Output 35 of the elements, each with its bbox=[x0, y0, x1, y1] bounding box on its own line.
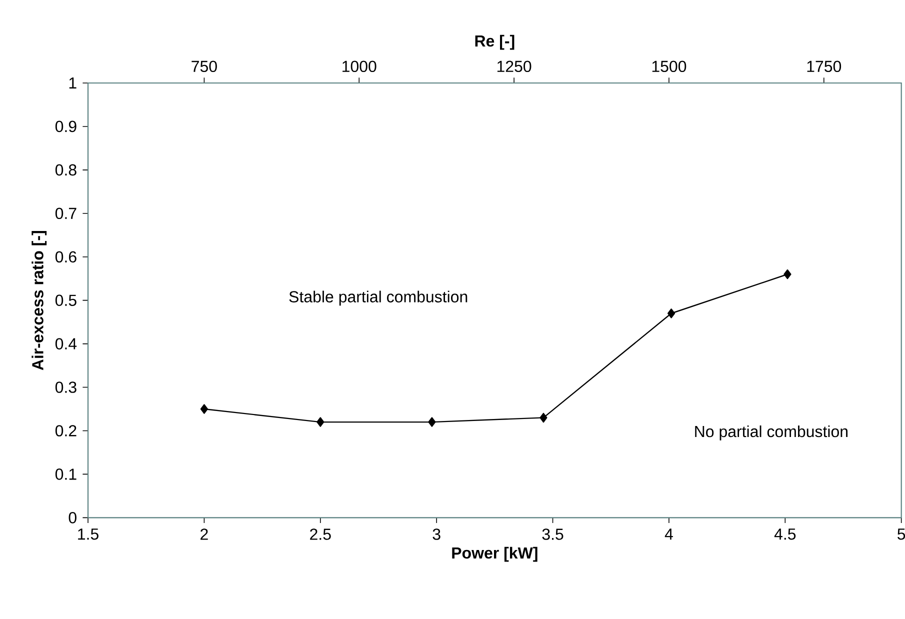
y-tick-label: 0.5 bbox=[55, 294, 76, 306]
x-tick-label: 5 bbox=[898, 528, 905, 540]
x-tick-label: 3 bbox=[432, 528, 440, 540]
x2-tick-label: 1500 bbox=[652, 60, 686, 72]
x-tick-label: 3.5 bbox=[542, 528, 564, 540]
annotation: No partial combustion bbox=[695, 425, 848, 440]
y-tick-label: 0.4 bbox=[55, 338, 77, 350]
x-tick-label: 4.5 bbox=[774, 528, 796, 540]
annotation: Stable partial combustion bbox=[289, 290, 468, 306]
point bbox=[428, 417, 436, 427]
y-tick-label: 0 bbox=[68, 512, 76, 524]
x2-tick-label: 1250 bbox=[497, 60, 532, 72]
point bbox=[540, 412, 548, 423]
x-tick-label: 4 bbox=[664, 528, 673, 540]
point bbox=[200, 404, 208, 414]
y-tick-label: 0.9 bbox=[55, 120, 76, 132]
point bbox=[667, 308, 676, 318]
x-tick-label: 1.5 bbox=[78, 528, 98, 540]
y-tick-label: 0.6 bbox=[55, 251, 76, 263]
y-tick-label: 0.3 bbox=[55, 382, 76, 393]
y-tick-label: 0.8 bbox=[55, 164, 76, 176]
x2-axis-title: Re [-] bbox=[475, 34, 514, 50]
y-tick-label: 0.2 bbox=[55, 425, 76, 436]
y-tick-label: 1 bbox=[69, 78, 76, 89]
point bbox=[316, 417, 324, 427]
x-axis-title: Power [kW] bbox=[452, 546, 538, 562]
x-tick-label: 2.5 bbox=[310, 528, 331, 540]
x2-tick-label: 1750 bbox=[807, 60, 842, 72]
y-axis-title: Air-excess ratio [-] bbox=[32, 231, 47, 370]
point bbox=[784, 269, 792, 280]
x-tick-label: 2 bbox=[200, 528, 208, 540]
x2-tick-label: 750 bbox=[192, 60, 217, 72]
x2-tick-label: 1000 bbox=[342, 60, 376, 72]
y-tick-label: 0.7 bbox=[55, 208, 76, 220]
y-tick-label: 0.1 bbox=[55, 468, 76, 480]
